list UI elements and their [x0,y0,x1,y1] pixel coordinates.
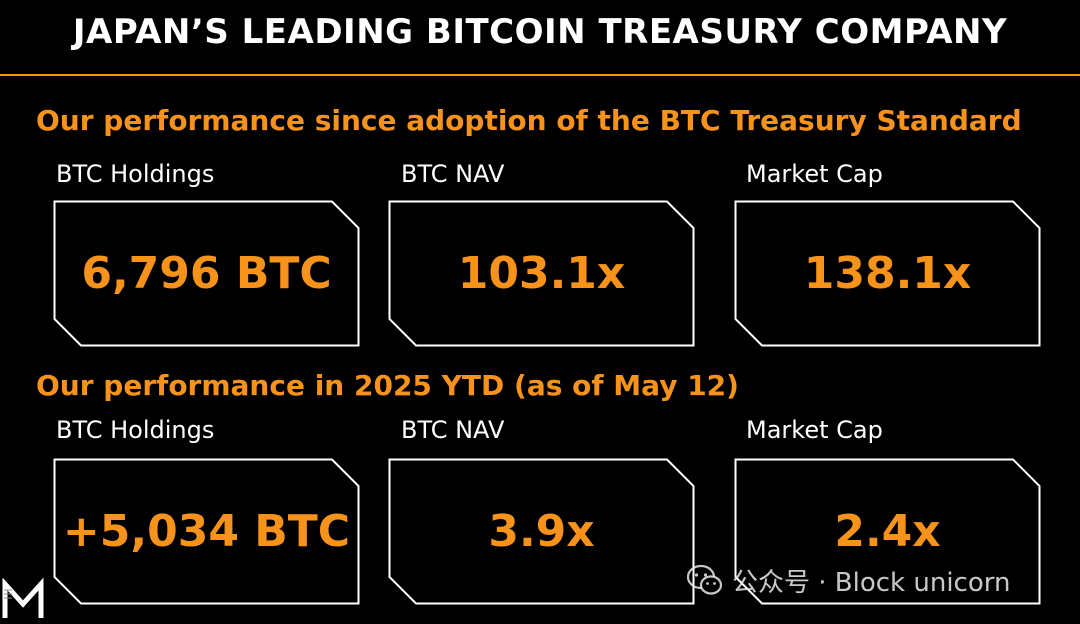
metric-value-market-cap: 138.1x [803,248,972,299]
section-title-since-adoption: Our performance since adoption of the BT… [36,104,1022,137]
metric-card-market-cap: 138.1x [734,200,1041,347]
metric-label-btc-holdings: BTC Holdings [56,416,215,444]
watermark: 公众号 · Block unicorn [686,562,1010,598]
metric-card-market-cap: 2.4x [734,458,1041,605]
section-title-2025-ytd: Our performance in 2025 YTD (as of May 1… [36,369,739,402]
metaplanet-logo-icon [2,577,44,620]
metric-label-btc-nav: BTC NAV [401,416,505,444]
metric-value-btc-nav: 3.9x [488,506,595,557]
metric-value-btc-holdings: +5,034 BTC [62,506,351,557]
metric-value-btc-nav: 103.1x [457,248,626,299]
metric-label-market-cap: Market Cap [746,416,883,444]
wechat-icon [686,563,724,597]
metric-label-market-cap: Market Cap [746,160,883,188]
metric-label-btc-nav: BTC NAV [401,160,505,188]
metric-card-btc-nav: 3.9x [388,458,695,605]
metric-card-btc-holdings: 6,796 BTC [53,200,360,347]
page-title: JAPAN’S LEADING BITCOIN TREASURY COMPANY [72,12,1008,52]
metric-value-market-cap: 2.4x [834,506,941,557]
metric-card-btc-nav: 103.1x [388,200,695,347]
metric-value-btc-holdings: 6,796 BTC [81,248,332,299]
header-divider [0,74,1080,76]
watermark-text: 公众号 · Block unicorn [732,567,1011,598]
metric-card-btc-holdings: +5,034 BTC [53,458,360,605]
metric-label-btc-holdings: BTC Holdings [56,160,215,188]
